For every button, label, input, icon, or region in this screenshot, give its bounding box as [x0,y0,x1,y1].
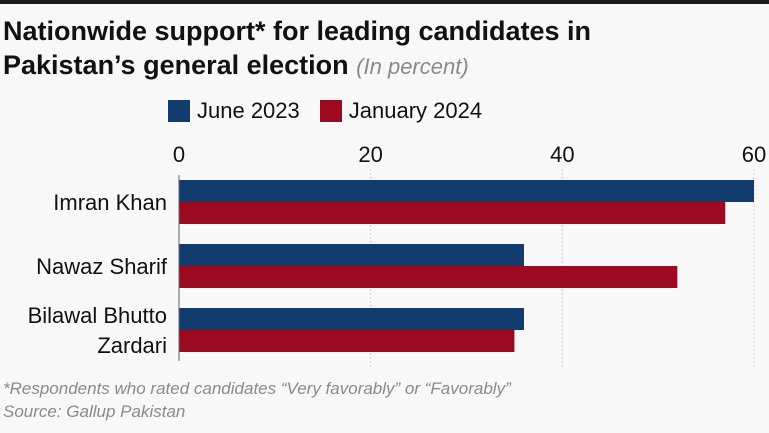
bar-1-series-0 [179,244,524,266]
x-tick-label-0: 0 [173,142,185,167]
legend-swatch-january-2024 [319,100,342,122]
x-tick-label-60: 60 [742,142,766,167]
category-label-0: Imran Khan [53,190,167,215]
title-line-2: Pakistan’s general election (In percent) [3,48,763,84]
legend-label-june-2023: June 2023 [197,98,300,123]
top-rule [0,0,769,4]
footnote-source: Source: Gallup Pakistan [3,402,186,421]
bar-2-series-1 [179,330,515,352]
legend-item-january-2024: January 2024 [319,98,483,124]
footnote-note: *Respondents who rated candidates “Very … [3,379,511,398]
bar-2-series-0 [179,308,524,330]
title-unit: (In percent) [356,54,469,79]
x-tick-label-20: 20 [358,142,382,167]
legend-item-june-2023: June 2023 [168,98,300,124]
chart-title: Nationwide support* for leading candidat… [3,14,763,84]
bar-1-series-1 [179,266,678,288]
category-label-1: Nawaz Sharif [36,254,168,279]
title-line-2-text: Pakistan’s general election [3,50,349,80]
bar-chart: 0 20 40 60 Imran Khan Nawaz Sharif Bilawal Bhu… [28,142,766,367]
bar-0-series-0 [179,180,754,202]
bar-0-series-1 [179,202,726,224]
legend: June 2023 January 2024 [168,98,502,124]
x-tick-label-40: 40 [550,142,574,167]
legend-label-january-2024: January 2024 [348,98,483,123]
footnote: *Respondents who rated candidates “Very … [3,377,763,423]
legend-swatch-june-2023 [168,100,190,122]
category-label-2-line-0: Bilawal Bhutto [28,303,167,328]
category-label-2-line-1: Zardari [97,333,167,358]
title-line-1: Nationwide support* for leading candidat… [3,16,592,46]
